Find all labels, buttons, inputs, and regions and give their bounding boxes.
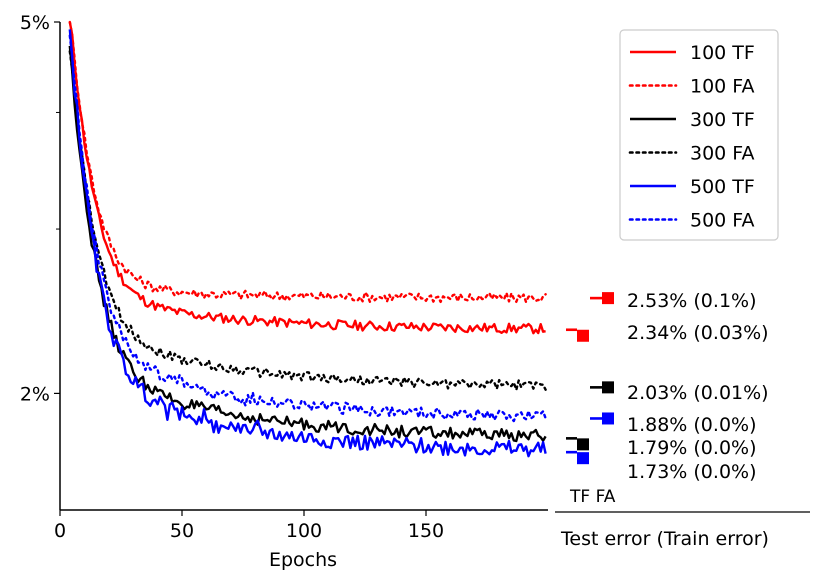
series-line: [68, 21, 546, 335]
legend-label: 300 TF: [690, 109, 755, 131]
x-tick-label: 150: [408, 520, 444, 542]
tf-fa-column-labels: TF FA: [569, 487, 616, 507]
final-error-label: 1.73% (0.0%): [627, 461, 757, 483]
legend: 100 TF 100 FA 300 TF 300 FA 500 TF 500 FA: [619, 29, 779, 241]
series-line: [68, 50, 547, 391]
final-error-label: 2.03% (0.01%): [627, 382, 769, 404]
x-tick-label: 50: [170, 520, 194, 542]
final-error-marker: [577, 438, 589, 451]
final-error-label: 1.79% (0.0%): [627, 437, 757, 459]
legend-label: 500 TF: [690, 176, 755, 198]
axes: [59, 22, 548, 511]
x-tick-label: 100: [286, 520, 322, 542]
final-error-marker: [577, 452, 589, 465]
x-axis-label: Epochs: [269, 549, 337, 571]
legend-label: 500 FA: [690, 210, 755, 232]
y-tick-label: 5%: [20, 12, 50, 34]
legend-label: 300 FA: [690, 143, 755, 165]
series-line: [68, 34, 547, 423]
series-line: [68, 45, 547, 443]
x-tick-label: 0: [54, 520, 66, 542]
series-line: [68, 29, 547, 458]
y-tick-label: 2%: [20, 383, 50, 405]
ticks: 0 50 100 150 5% 2%: [20, 12, 444, 542]
final-error-marker: [602, 381, 614, 394]
legend-label: 100 FA: [690, 76, 755, 98]
final-error-label: 2.34% (0.03%): [627, 322, 769, 344]
final-error-marker: [602, 292, 614, 305]
final-error-markers: 2.53% (0.1%) 2.34% (0.03%) 2.03% (0.01%) 1.…: [566, 290, 769, 483]
series-lines: [68, 20, 547, 458]
side-panel-title: Test error (Train error): [560, 528, 769, 550]
final-error-marker: [602, 412, 614, 425]
legend-label: 100 TF: [690, 42, 755, 64]
final-error-label: 1.88% (0.0%): [627, 414, 757, 436]
final-error-marker: [577, 329, 589, 342]
final-error-label: 2.53% (0.1%): [627, 290, 757, 312]
legend-box: [619, 29, 779, 241]
series-line: [68, 20, 547, 304]
final-error-panel: TF FA Test error (Train error) 2.53% (0.…: [555, 290, 810, 550]
